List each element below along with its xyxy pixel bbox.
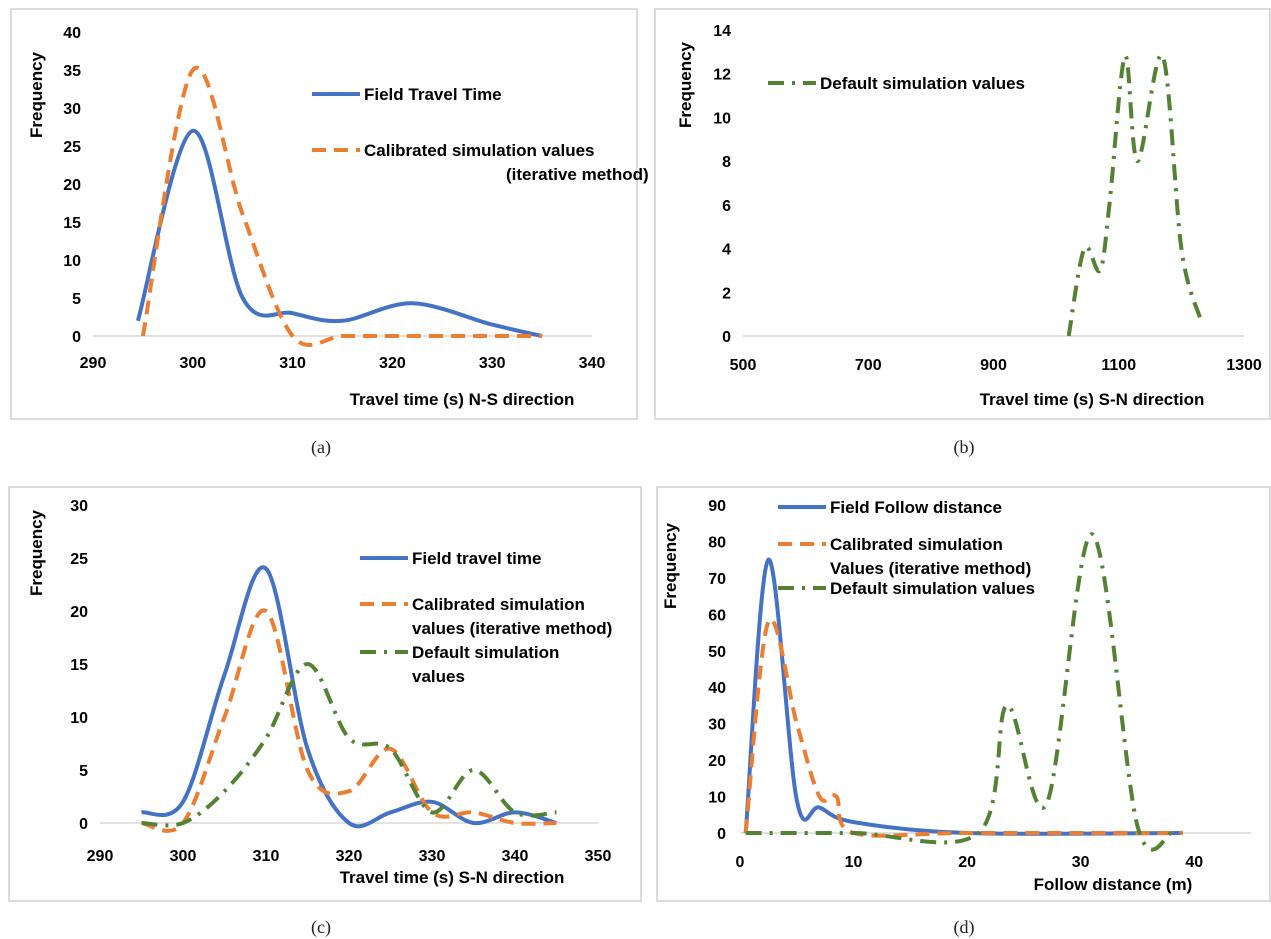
x-tick-label: 310 (279, 355, 306, 372)
y-tick-label: 8 (722, 154, 731, 171)
caption-b: (b) (953, 437, 975, 457)
y-tick-label: 70 (708, 571, 726, 588)
y-tick-label: 25 (63, 139, 81, 156)
x-tick-label: 340 (502, 848, 529, 865)
legend-label: Default simulation (412, 643, 559, 662)
y-tick-label: 0 (722, 329, 731, 346)
y-axis-title: Frequency (676, 41, 695, 128)
legend-label: Default simulation values (830, 579, 1035, 598)
x-tick-label: 300 (170, 848, 197, 865)
series-line-field (141, 565, 558, 829)
x-tick-label: 900 (980, 357, 1007, 374)
legend-label: Values (iterative method) (830, 559, 1031, 578)
y-axis-title: Frequency (27, 509, 46, 596)
x-tick-label: 350 (585, 848, 612, 865)
y-tick-label: 20 (708, 753, 726, 770)
legend-label: Field Follow distance (830, 498, 1002, 517)
y-tick-label: 30 (70, 498, 88, 515)
x-tick-label: 1100 (1101, 357, 1136, 374)
y-tick-label: 6 (722, 198, 731, 215)
y-tick-label: 2 (722, 285, 731, 302)
x-tick-label: 320 (379, 355, 406, 372)
x-tick-label: 310 (253, 848, 280, 865)
chart-panel-b: 0 2 4 6 8 10 12 14 500 700 900 1100 1300 Travel time … (654, 8, 1271, 420)
legend-label: Calibrated simulation values (364, 141, 595, 160)
chart-a-svg: 0 5 10 15 20 25 30 35 40 290 300 310 320 330 340 Travel… (27, 25, 649, 409)
y-tick-label: 0 (717, 826, 726, 843)
legend-label: Field Travel Time (364, 85, 502, 104)
x-tick-label: 330 (479, 355, 506, 372)
series-line-default (1066, 53, 1203, 337)
x-tick-label: 340 (579, 355, 606, 372)
series-line-calibrated (140, 65, 543, 348)
y-tick-label: 15 (63, 215, 81, 232)
y-tick-label: 20 (63, 177, 81, 194)
y-tick-label: 14 (713, 23, 731, 40)
y-tick-label: 60 (708, 607, 726, 624)
caption-a: (a) (311, 437, 331, 457)
series-line-default (141, 662, 557, 828)
y-axis-title: Frequency (27, 51, 46, 138)
y-tick-label: 12 (713, 67, 731, 84)
x-axis-title: Travel time (s) S-N direction (980, 390, 1205, 409)
y-tick-label: 20 (70, 604, 88, 621)
x-axis-title: Travel time (s) N-S direction (350, 390, 575, 409)
x-axis-title: Follow distance (m) (1034, 875, 1193, 894)
y-tick-label: 15 (70, 657, 88, 674)
legend-label: Field travel time (412, 549, 541, 568)
legend-label: Default simulation values (820, 74, 1025, 93)
x-tick-label: 290 (80, 355, 107, 372)
legend-label: values (iterative method) (412, 619, 612, 638)
y-tick-label: 90 (708, 498, 726, 515)
chart-panel-d: 0 10 20 30 40 50 60 70 80 90 0 10 20 30 40 Follow dista… (656, 486, 1271, 902)
x-tick-label: 300 (179, 355, 206, 372)
series-line-field (135, 128, 543, 338)
x-tick-label: 20 (958, 854, 976, 871)
chart-panel-a: 0 5 10 15 20 25 30 35 40 290 300 310 320 330 340 Travel… (10, 8, 649, 420)
y-tick-label: 25 (70, 551, 88, 568)
x-tick-label: 30 (1072, 854, 1090, 871)
y-tick-label: 4 (722, 242, 731, 259)
x-tick-label: 40 (1185, 854, 1203, 871)
y-tick-label: 0 (72, 329, 81, 346)
x-tick-label: 500 (730, 357, 757, 374)
x-tick-label: 290 (87, 848, 114, 865)
y-tick-label: 80 (708, 534, 726, 551)
chart-d-svg: 0 10 20 30 40 50 60 70 80 90 0 10 20 30 40 Follow dista… (661, 498, 1251, 894)
x-tick-label: 10 (845, 854, 863, 871)
x-tick-label: 700 (855, 357, 882, 374)
y-tick-label: 10 (63, 253, 81, 270)
y-tick-label: 0 (79, 816, 88, 833)
x-tick-label: 0 (736, 854, 745, 871)
y-tick-label: 35 (63, 63, 81, 80)
series-line-default (745, 532, 1173, 852)
legend-label: Calibrated simulation (412, 595, 585, 614)
y-tick-label: 40 (708, 680, 726, 697)
x-tick-label: 320 (336, 848, 363, 865)
y-tick-label: 5 (72, 291, 81, 308)
series-line-calibrated (743, 617, 1183, 838)
y-tick-label: 40 (63, 25, 81, 42)
x-axis-title: Travel time (s) S-N direction (340, 868, 565, 887)
chart-panel-c: 0 5 10 15 20 25 30 290 300 310 320 330 340 350 Travel … (8, 486, 642, 902)
y-tick-label: 30 (63, 101, 81, 118)
series-line-field (743, 557, 1183, 836)
caption-d: (d) (953, 917, 975, 937)
x-tick-label: 330 (419, 848, 446, 865)
y-tick-label: 30 (708, 717, 726, 734)
y-tick-label: 50 (708, 644, 726, 661)
legend-label: Calibrated simulation (830, 535, 1003, 554)
y-tick-label: 10 (708, 790, 726, 807)
series-line-calibrated (141, 608, 557, 833)
y-tick-label: 10 (713, 110, 731, 127)
legend-label: values (412, 667, 465, 686)
caption-c: (c) (311, 917, 331, 937)
chart-b-svg: 0 2 4 6 8 10 12 14 500 700 900 1100 1300 Travel time … (676, 23, 1262, 409)
y-tick-label: 10 (70, 710, 88, 727)
x-tick-label: 1300 (1226, 357, 1262, 374)
y-axis-title: Frequency (661, 522, 680, 609)
legend-label: (iterative method) (506, 165, 649, 184)
chart-c-svg: 0 5 10 15 20 25 30 290 300 310 320 330 340 350 Travel … (27, 498, 612, 887)
y-tick-label: 5 (79, 763, 88, 780)
